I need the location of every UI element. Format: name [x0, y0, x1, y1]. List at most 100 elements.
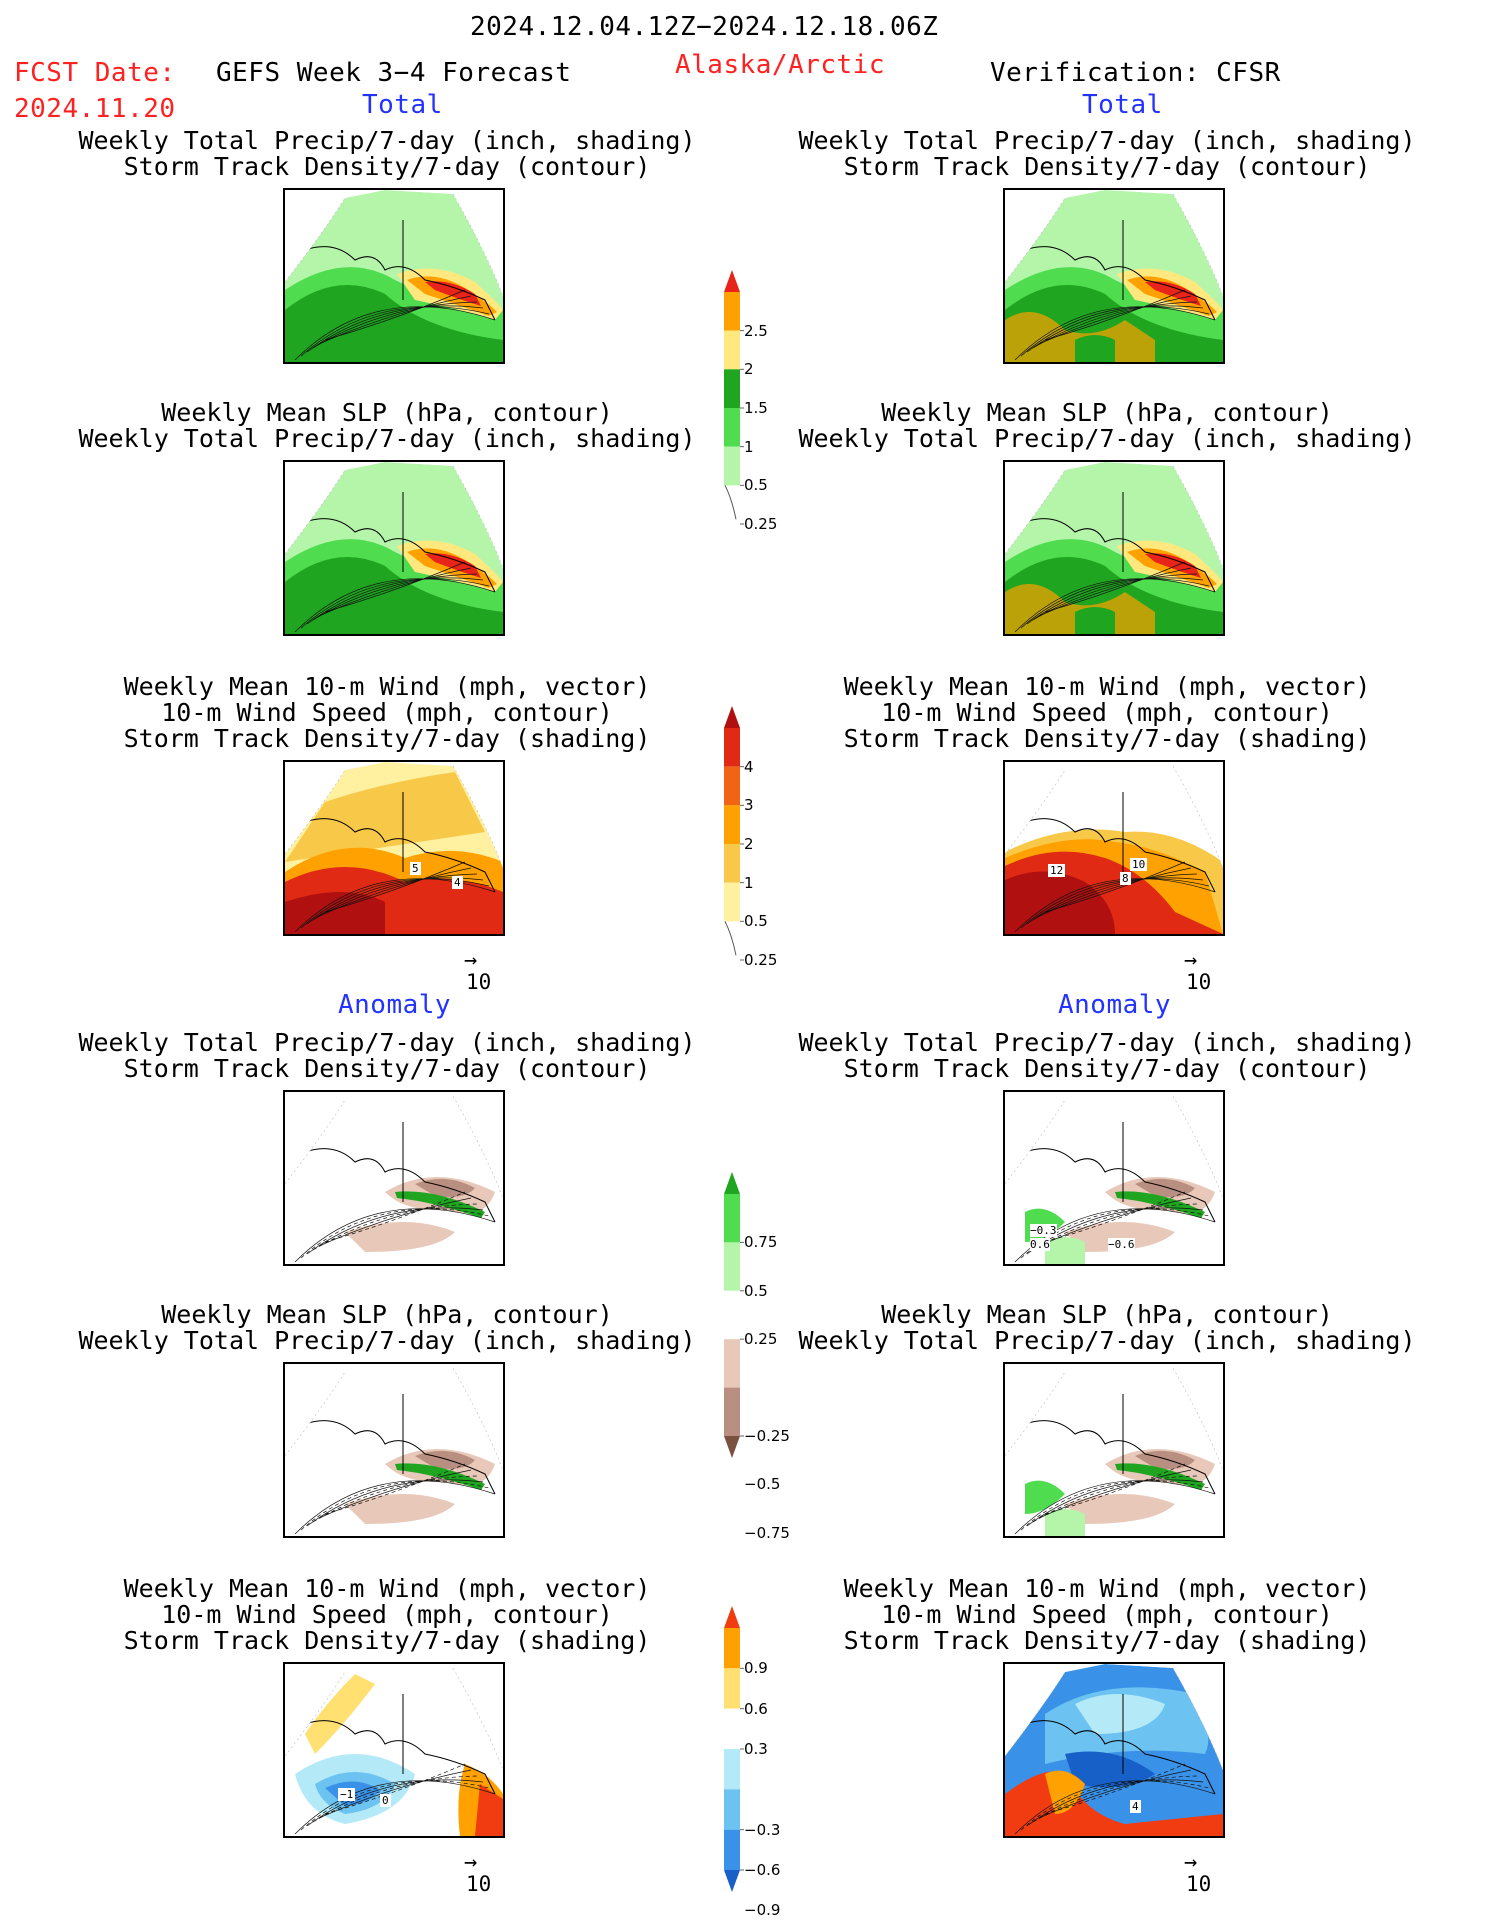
- coastline: [1024, 1420, 1216, 1495]
- contour-line: [1020, 878, 1210, 929]
- colorbar-label: 0.6: [744, 1699, 768, 1718]
- anomaly-region: [1065, 1494, 1175, 1524]
- colorbar-swatch: [724, 1339, 740, 1388]
- coastline: [304, 1420, 496, 1495]
- colorbar-end: [724, 1436, 740, 1458]
- section-anomaly-left: Anomaly: [338, 990, 452, 1020]
- colorbar-label: −0.3: [744, 1820, 781, 1839]
- fcst-date: 2024.11.20: [14, 94, 176, 124]
- contour-line: [300, 1780, 490, 1831]
- contour-line: [294, 578, 496, 633]
- title-slp-precip-total-right: Weekly Mean SLP (hPa, contour) Weekly Tot…: [798, 398, 1416, 453]
- colorbar-swatch: [724, 1387, 740, 1436]
- section-total-right: Total: [1082, 90, 1163, 120]
- region-title: Alaska/Arctic: [675, 50, 885, 80]
- anomaly-region: [285, 1092, 503, 1264]
- colorbar-swatch: [724, 1242, 740, 1291]
- colorbar-label: 0.25: [744, 1330, 778, 1349]
- map-precip-track-anom-right: [1003, 1090, 1225, 1266]
- map-precip-track-total-left: [283, 188, 505, 364]
- colorbar-label: −0.25: [744, 1427, 790, 1445]
- colorbar-swatch: [724, 1628, 740, 1669]
- map-slp-precip-total-right: [1003, 460, 1225, 636]
- coastline: [304, 818, 496, 893]
- contour-label: 4: [1130, 1800, 1141, 1813]
- contour-line: [324, 289, 466, 341]
- colorbar-swatch: [724, 330, 740, 370]
- contour-line: [1020, 1780, 1210, 1831]
- colorbar-label: 1: [744, 437, 754, 456]
- grid-edge: [1005, 1367, 1223, 1471]
- precip-region: [285, 285, 503, 362]
- contour-line: [1044, 561, 1186, 613]
- vector-ref-total-right: → 10: [1184, 948, 1212, 994]
- title-precip-track-total-right: Weekly Total Precip/7-day (inch, shading…: [798, 126, 1416, 181]
- precip-region: [1145, 553, 1201, 578]
- contour-line: [294, 1480, 496, 1535]
- colorbar-label: 0.5: [744, 1281, 768, 1300]
- contour-line: [1020, 578, 1210, 629]
- title-precip-track-anom-right: Weekly Total Precip/7-day (inch, shading…: [798, 1028, 1416, 1083]
- colorbar-end: [724, 1870, 740, 1892]
- coastline: [1024, 1720, 1216, 1795]
- colorbar-label: 0.5: [744, 476, 768, 495]
- colorbar-end: [724, 706, 740, 728]
- contour-line: [1038, 1769, 1192, 1819]
- contour-label: 8: [1120, 872, 1131, 885]
- contour-line: [1038, 1469, 1192, 1519]
- track-region: [285, 892, 385, 934]
- colorbar-swatch: [724, 766, 740, 806]
- contour-line: [294, 1208, 496, 1263]
- coastline: [304, 1720, 496, 1795]
- anomaly-region: [285, 1364, 503, 1536]
- colorbar-swatch: [724, 1290, 740, 1340]
- coastline: [1024, 246, 1216, 321]
- section-anomaly-right: Anomaly: [1058, 990, 1172, 1020]
- contour-line: [318, 1469, 472, 1519]
- colorbar-tail: [724, 485, 737, 520]
- grid-edge: [285, 1095, 503, 1199]
- anomaly-region: [1065, 1222, 1175, 1252]
- map-wind-track-total-right: [1003, 760, 1225, 936]
- contour-label: −0.6: [1108, 1238, 1135, 1251]
- product-title: GEFS Week 3−4 Forecast: [216, 58, 572, 88]
- vector-ref-anom-left: → 10: [464, 1850, 492, 1896]
- colorbar-tail: [724, 921, 737, 956]
- contour-line: [324, 1763, 466, 1815]
- vector-ref-total-left: → 10: [464, 948, 492, 994]
- contour-line: [1014, 878, 1216, 933]
- precip-region: [1075, 335, 1115, 362]
- title-precip-track-anom-left: Weekly Total Precip/7-day (inch, shading…: [78, 1028, 696, 1083]
- colorbar-swatch: [724, 1194, 740, 1243]
- colorbar-swatch: [724, 1789, 740, 1830]
- coastline: [1024, 1148, 1216, 1223]
- colorbar-label: 0.75: [744, 1233, 778, 1252]
- colorbar-label: 2: [744, 835, 754, 853]
- contour-label: −1: [338, 1788, 356, 1801]
- precip-region: [1005, 584, 1155, 634]
- colorbar-label: 0.9: [744, 1659, 768, 1678]
- colorbar-label: 0.5: [744, 912, 768, 931]
- title-slp-precip-anom-right: Weekly Mean SLP (hPa, contour) Weekly Tot…: [798, 1300, 1416, 1355]
- grid-edge: [285, 465, 503, 569]
- contour-line: [324, 1463, 466, 1515]
- contour-line: [1020, 1480, 1210, 1531]
- colorbar-precip-total: 2.5 2 1.5 1 0.5 0.25: [720, 270, 780, 560]
- map-slp-precip-anom-right: [1003, 1362, 1225, 1538]
- map-slp-precip-anom-left: [283, 1362, 505, 1538]
- contour-line: [1038, 1197, 1192, 1247]
- title-wind-track-total-right: Weekly Mean 10-m Wind (mph, vector) 10-m …: [843, 672, 1371, 753]
- colorbar-label: 2: [744, 360, 754, 379]
- coastline: [304, 246, 496, 321]
- contour-line: [1044, 1463, 1186, 1515]
- colorbar-label: 1.5: [744, 399, 768, 417]
- contour-label: 0.6: [1030, 1238, 1050, 1251]
- anomaly-region: [1065, 1751, 1155, 1788]
- precip-region: [285, 557, 503, 634]
- contour-line: [1044, 861, 1186, 913]
- fcst-label: FCST Date:: [14, 58, 176, 88]
- precip-region: [1005, 312, 1155, 362]
- title-wind-track-anom-left: Weekly Mean 10-m Wind (mph, vector) 10-m …: [123, 1574, 651, 1655]
- contour-line: [1014, 578, 1216, 633]
- title-wind-track-anom-right: Weekly Mean 10-m Wind (mph, vector) 10-m …: [843, 1574, 1371, 1655]
